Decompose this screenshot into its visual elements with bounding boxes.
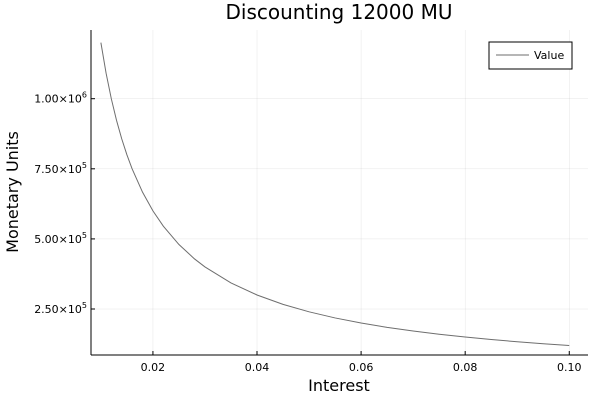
y-axis-label: Monetary Units bbox=[3, 131, 22, 253]
x-tick-label: 0.08 bbox=[453, 361, 478, 374]
y-tick-label: 7.50×105 bbox=[34, 161, 87, 176]
x-ticks: 0.02 0.04 0.06 0.08 0.10 bbox=[141, 351, 582, 374]
legend-label: Value bbox=[534, 49, 564, 62]
y-tick-label: 5.00×105 bbox=[34, 231, 87, 246]
x-tick-label: 0.10 bbox=[557, 361, 582, 374]
y-tick-exponent: 6 bbox=[82, 91, 87, 100]
y-tick-mantissa: 7.50×10 bbox=[34, 163, 82, 176]
x-axis-label: Interest bbox=[308, 376, 370, 395]
legend: Value bbox=[488, 41, 573, 70]
x-tick-label: 0.02 bbox=[141, 361, 166, 374]
y-tick-exponent: 5 bbox=[82, 301, 87, 310]
chart-title: Discounting 12000 MU bbox=[226, 0, 453, 24]
series-line-value bbox=[100, 42, 570, 346]
y-tick-exponent: 5 bbox=[82, 231, 87, 240]
y-tick-mantissa: 1.00×10 bbox=[34, 93, 82, 106]
x-tick-label: 0.06 bbox=[349, 361, 374, 374]
grid-lines bbox=[91, 30, 588, 355]
y-tick-mantissa: 5.00×10 bbox=[34, 233, 82, 246]
y-tick-label: 1.00×106 bbox=[34, 91, 87, 106]
axes bbox=[90, 30, 588, 356]
y-tick-exponent: 5 bbox=[82, 161, 87, 170]
y-tick-mantissa: 2.50×10 bbox=[34, 303, 82, 316]
series-layer bbox=[100, 42, 570, 346]
x-tick-label: 0.04 bbox=[245, 361, 270, 374]
y-tick-label: 2.50×105 bbox=[34, 301, 87, 316]
